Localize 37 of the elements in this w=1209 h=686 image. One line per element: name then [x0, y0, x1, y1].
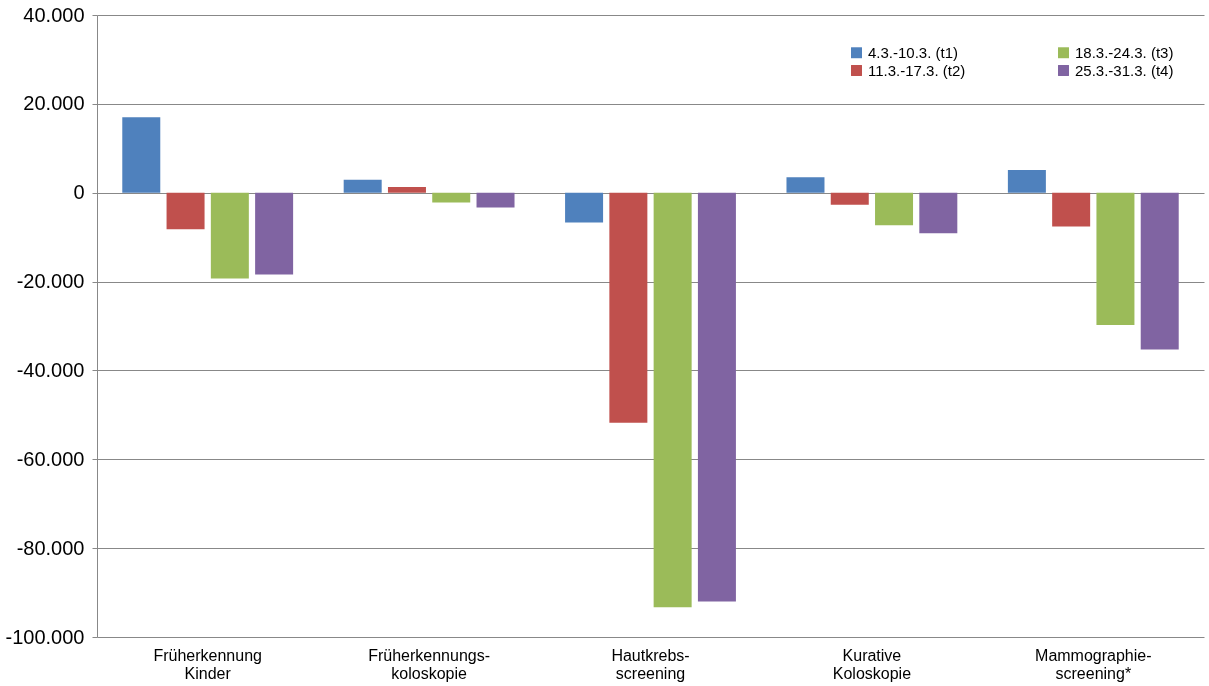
bar — [1096, 192, 1135, 326]
y-tick-label: 20.000 — [23, 92, 85, 115]
y-tick-label: -100.000 — [5, 625, 85, 648]
bar — [343, 179, 382, 193]
y-tick-label: 0 — [73, 181, 85, 204]
x-tick-label: Früherkennung Kinder — [153, 646, 262, 682]
bar — [387, 186, 426, 193]
x-tick-label: Hautkrebs- screening — [611, 646, 690, 682]
legend-label: 4.3.-10.3. (t1) — [868, 43, 959, 61]
y-tick-label: -80.000 — [16, 536, 85, 559]
y-tick-label: -60.000 — [16, 447, 85, 470]
bar — [432, 192, 471, 203]
bar — [565, 192, 604, 223]
bar — [830, 192, 869, 205]
bar — [609, 192, 648, 423]
bar — [919, 192, 958, 234]
bar — [875, 192, 914, 226]
bar — [210, 192, 249, 279]
bar — [255, 192, 294, 275]
y-tick-label: -20.000 — [16, 270, 85, 293]
bar — [697, 192, 736, 602]
bar — [653, 192, 692, 608]
bar — [1052, 192, 1091, 227]
bar — [122, 117, 161, 193]
bar — [166, 192, 205, 230]
bar — [476, 192, 515, 208]
legend-label: 18.3.-24.3. (t3) — [1075, 43, 1174, 61]
x-tick-label: Kurative Koloskopie — [832, 646, 912, 682]
legend-label: 25.3.-31.3. (t4) — [1075, 61, 1174, 79]
y-tick-label: 40.000 — [23, 3, 85, 26]
y-tick-label: -40.000 — [16, 358, 85, 381]
legend-label: 11.3.-17.3. (t2) — [868, 61, 966, 79]
x-tick-label: Früherkennungs- koloskopie — [368, 646, 491, 682]
x-tick-label: Mammographie- screening* — [1035, 646, 1152, 682]
bar — [786, 177, 825, 193]
bar — [1007, 170, 1046, 193]
bar — [1140, 192, 1179, 350]
